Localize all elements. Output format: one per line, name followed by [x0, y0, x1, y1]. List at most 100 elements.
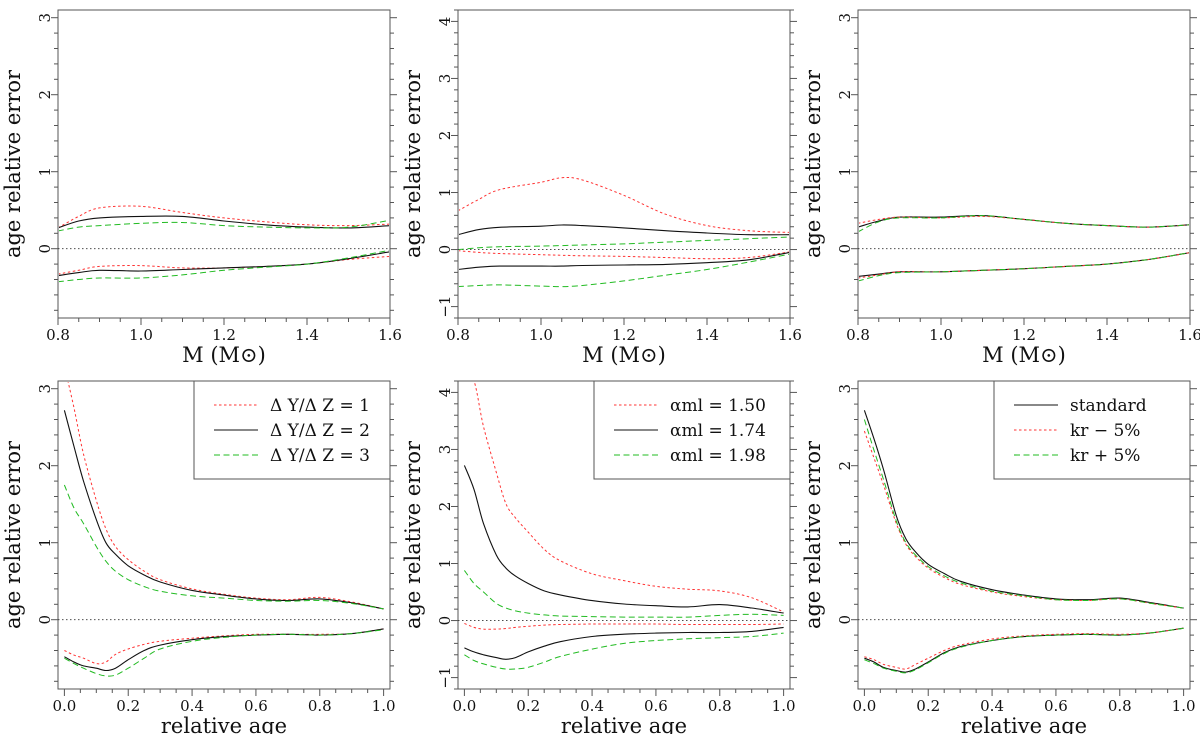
y-axis-label: age relative error: [1, 440, 25, 629]
legend-label: Δ Y/Δ Z = 1: [270, 396, 370, 416]
y-axis-label: age relative error: [801, 440, 825, 629]
series-green-lower: [464, 632, 784, 670]
x-tick-label: 0.0: [452, 697, 476, 715]
y-tick-label: 0: [36, 615, 54, 625]
x-axis-label: M (M⊙): [982, 343, 1066, 367]
y-axis-label: age relative error: [1, 69, 25, 258]
y-tick-label: 3: [836, 13, 854, 23]
x-axis-label: M (M⊙): [582, 343, 666, 367]
x-tick-label: 1.6: [1178, 326, 1200, 344]
panel-bottom-middle: 0.0 0.2 0.4 0.6 0.8 1.0 −1 0 1 2 3 4 relative age age…: [401, 380, 797, 734]
series-green-lower: [59, 249, 389, 283]
series-green-lower: [459, 253, 789, 288]
panel-bottom-left: 0.0 0.2 0.4 0.6 0.8 1.0 0 1 2 3 relative age age re…: [1, 380, 397, 734]
x-tick-label: 0.8: [846, 326, 870, 344]
x-tick-label: 0.8: [446, 326, 470, 344]
legend-label: kr + 5%: [1070, 446, 1140, 466]
x-tick-label: 1.6: [378, 326, 402, 344]
y-tick-label: 2: [836, 90, 854, 100]
legend-box: [993, 380, 1191, 480]
series-black-lower: [59, 251, 389, 277]
y-tick-label: 2: [36, 461, 54, 471]
x-tick-label: 0.8: [1108, 697, 1132, 715]
x-tick-label: 0.6: [244, 697, 268, 715]
series-red-lower: [59, 255, 389, 275]
panel-bottom-right: 0.0 0.2 0.4 0.6 0.8 1.0 0 1 2 3 relative age age re…: [801, 380, 1197, 734]
panel-top-middle: 0.8 1.0 1.2 1.4 1.6 −1 0 1 2 3 4 M (M⊙) age relative…: [401, 9, 802, 367]
x-tick-label: 0.4: [580, 697, 604, 715]
y-tick-label: 2: [436, 131, 454, 141]
x-tick-label: 0.4: [180, 697, 204, 715]
x-axis-label: relative age: [561, 714, 687, 734]
series-green-upper: [63, 484, 384, 610]
series-red-lower: [459, 250, 789, 260]
y-axis-label: age relative error: [401, 69, 425, 258]
series-red-upper: [473, 382, 784, 613]
series-red-upper: [459, 176, 789, 233]
y-tick-label: 3: [836, 384, 854, 394]
y-tick-label: 0: [836, 615, 854, 625]
legend-label: αml = 1.50: [670, 396, 766, 416]
x-axis-label: M (M⊙): [182, 343, 266, 367]
series-group: [59, 205, 389, 283]
x-tick-label: 0.6: [1044, 697, 1068, 715]
x-tick-label: 1.2: [212, 326, 236, 344]
x-tick-label: 1.0: [372, 697, 396, 715]
y-tick-label: −1: [436, 296, 454, 318]
x-tick-label: 0.2: [916, 697, 940, 715]
panel-top-left: 0.8 1.0 1.2 1.4 1.6 0 1 2 3 M (M⊙) age relative er…: [1, 9, 402, 367]
series-green-upper: [459, 236, 789, 251]
series-green-upper: [859, 215, 1189, 232]
y-tick-label: 3: [36, 384, 54, 394]
legend-label: standard: [1070, 396, 1147, 416]
series-group: [859, 214, 1189, 282]
series-black-upper: [463, 465, 784, 614]
series-green-upper: [863, 419, 1184, 609]
series-green-lower: [64, 629, 384, 677]
x-axis-label: relative age: [161, 714, 287, 734]
legend: Δ Y/Δ Z = 1 Δ Y/Δ Z = 2 Δ Y/Δ Z = 3: [193, 380, 391, 480]
y-tick-label: 1: [436, 559, 454, 569]
series-black-lower: [64, 628, 384, 672]
x-tick-label: 1.4: [1095, 326, 1119, 344]
y-tick-label: 1: [836, 538, 854, 548]
y-tick-label: 2: [836, 461, 854, 471]
x-tick-label: 0.6: [644, 697, 668, 715]
series-black-upper: [459, 224, 789, 236]
series-black-upper: [63, 410, 384, 610]
series-black-lower: [859, 252, 1189, 277]
panel-top-right: 0.8 1.0 1.2 1.4 1.6 0 1 2 3 M (M⊙) age relative er…: [801, 9, 1200, 367]
x-tick-label: 1.6: [778, 326, 802, 344]
x-tick-label: 0.0: [852, 697, 876, 715]
y-tick-label: 4: [436, 388, 454, 398]
x-tick-label: 1.4: [295, 326, 319, 344]
series-black-lower: [459, 252, 789, 270]
x-tick-label: 1.2: [1012, 326, 1036, 344]
series-red-lower: [464, 622, 784, 630]
x-axis-label: relative age: [961, 714, 1087, 734]
series-red-lower: [859, 252, 1189, 279]
y-tick-label: 1: [436, 188, 454, 198]
legend-label: Δ Y/Δ Z = 2: [270, 421, 370, 441]
x-tick-label: 0.2: [116, 697, 140, 715]
y-tick-label: 1: [36, 167, 54, 177]
series-green-lower: [864, 627, 1184, 674]
series-red-upper: [59, 205, 389, 228]
y-axis-label: age relative error: [801, 69, 825, 258]
plot-frame: [57, 9, 391, 319]
x-tick-label: 0.8: [708, 697, 732, 715]
series-group: [863, 410, 1184, 674]
legend-label: kr − 5%: [1070, 421, 1140, 441]
x-tick-label: 1.0: [1172, 697, 1196, 715]
y-tick-label: 2: [36, 90, 54, 100]
y-tick-label: 4: [436, 17, 454, 27]
y-tick-label: 3: [36, 13, 54, 23]
legend: standard kr − 5% kr + 5%: [993, 380, 1191, 480]
y-tick-label: 1: [836, 167, 854, 177]
x-tick-label: 0.0: [52, 697, 76, 715]
x-tick-label: 1.4: [695, 326, 719, 344]
series-group: [63, 382, 384, 677]
y-tick-label: 2: [436, 502, 454, 512]
x-tick-label: 0.2: [516, 697, 540, 715]
